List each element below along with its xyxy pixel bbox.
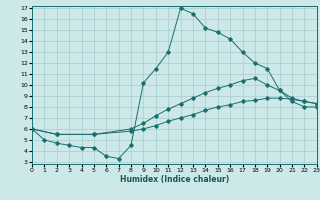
X-axis label: Humidex (Indice chaleur): Humidex (Indice chaleur): [120, 175, 229, 184]
